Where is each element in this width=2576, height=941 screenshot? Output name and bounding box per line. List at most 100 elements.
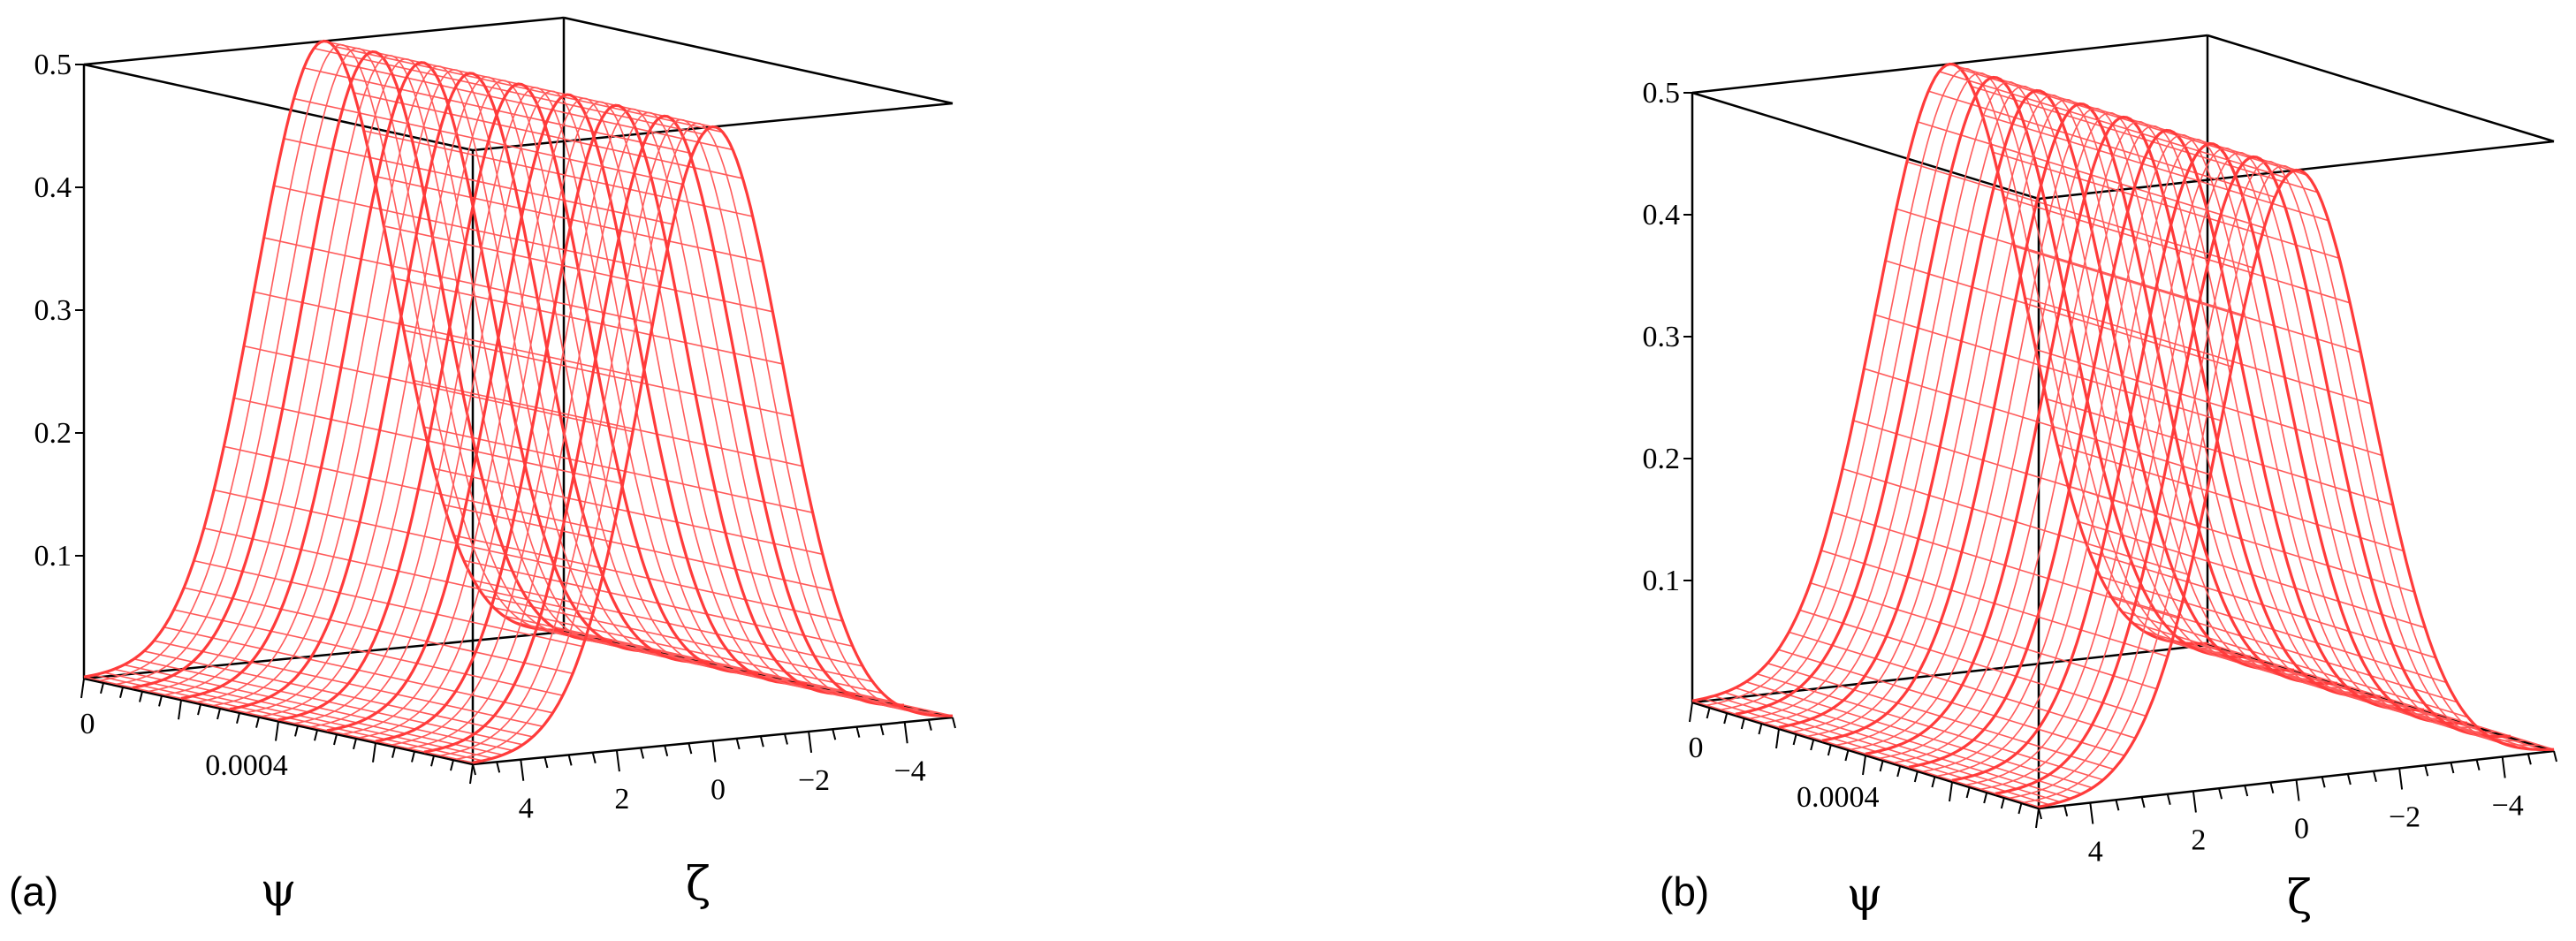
zeta-tick-mark (832, 729, 837, 740)
zeta-tick-label: −2 (2389, 801, 2420, 834)
psi-tick-mark (353, 738, 357, 750)
mesh-line-zeta (440, 118, 921, 756)
mesh-line-zeta (116, 47, 597, 686)
zeta-axis-label: ζ (2287, 871, 2312, 924)
zeta-tick-mark (2244, 785, 2249, 797)
zeta-tick-mark (615, 749, 620, 772)
zeta-tick-mark (567, 755, 573, 766)
mesh-line-zeta (375, 103, 856, 743)
bounding-box (82, 16, 954, 766)
mesh-line-zeta (148, 54, 629, 693)
psi-tick-mark (100, 682, 104, 694)
psi-axis: 0 0.0004 (1689, 702, 2040, 829)
zeta-tick-mark (2166, 793, 2171, 805)
mesh-line-zeta (2038, 168, 2555, 808)
psi-tick-label: 0.0004 (1797, 781, 1880, 814)
mesh-line-zeta (1706, 67, 2223, 706)
zeta-tick-mark (2475, 759, 2481, 770)
mesh-line-zeta (456, 122, 937, 760)
z-tick-label: 0.5 (1643, 77, 1681, 110)
zeta-tick-mark (2140, 796, 2146, 808)
psi-tick-mark (411, 751, 415, 763)
psi-tick-mark (80, 678, 85, 699)
mesh-line-zeta (326, 93, 808, 732)
psi-tick-mark (333, 733, 338, 746)
z-tick-label: 0.1 (1643, 565, 1681, 597)
psi-tick-mark (372, 742, 376, 763)
psi-tick-label: 0 (1689, 732, 1704, 764)
mesh-line-zeta (2024, 164, 2540, 803)
zeta-tick-mark (543, 756, 549, 769)
zeta-tick-label: 0 (710, 774, 726, 807)
zeta-tick-mark (855, 726, 861, 738)
mesh-line-zeta (310, 90, 791, 728)
surface-mesh (83, 39, 954, 764)
psi-tick-mark (1775, 728, 1780, 749)
psi-tick-mark (255, 717, 260, 728)
psi-tick-mark (275, 721, 279, 741)
psi-tick-mark (1949, 781, 1953, 802)
mesh-line-zeta (1937, 138, 2453, 777)
psi-tick-mark (119, 687, 124, 698)
z-tick-label: 0.3 (34, 294, 72, 327)
psi-tick-mark (1965, 786, 1971, 799)
zeta-tick-mark (2295, 779, 2300, 801)
zeta-tick-mark (2115, 800, 2120, 811)
panel-a: 0.1 0.2 0.3 0.4 0.5 0 0.0004 4 2 0 −2 −4 ψ ζ (a) (9, 16, 956, 917)
mesh-line-zeta (1850, 111, 2367, 750)
zeta-tick-mark (783, 733, 788, 745)
psi-tick-label: 0.0004 (205, 749, 288, 782)
mesh-line-zeta (229, 72, 710, 711)
zeta-tick-mark (903, 722, 908, 744)
z-tick-label: 0.1 (34, 540, 72, 573)
mesh-line-zeta (343, 97, 824, 735)
mesh-line-zeta (1908, 128, 2425, 769)
mesh-line-zeta (262, 80, 742, 717)
zeta-tick-mark (2346, 773, 2352, 785)
mesh-line-zeta (1865, 115, 2382, 755)
zeta-tick-label: −4 (2492, 790, 2524, 823)
zeta-tick-mark (2424, 765, 2429, 777)
psi-tick-mark (1862, 755, 1866, 776)
psi-tick-mark (178, 700, 182, 720)
zeta-tick-label: 4 (519, 793, 534, 825)
psi-tick-mark (139, 691, 143, 702)
mesh-line-zeta (1691, 62, 2208, 702)
zeta-tick-mark (2269, 782, 2275, 793)
zeta-tick-label: 0 (2294, 813, 2309, 846)
mesh-line-zeta (294, 87, 775, 725)
psi-axis-label: ψ (261, 864, 297, 917)
zeta-tick-mark (472, 763, 476, 776)
mesh-line-zeta (472, 125, 953, 764)
psi-tick-mark (2000, 797, 2005, 809)
psi-tick-mark (1758, 723, 1763, 735)
zeta-tick-mark (2192, 791, 2197, 813)
mesh-line-zeta (1778, 88, 2295, 729)
mesh-line-zeta (1894, 125, 2410, 763)
psi-tick-mark (391, 747, 396, 758)
psi-tick-label: 0 (80, 708, 95, 740)
zeta-tick-mark (808, 731, 813, 754)
zeta-axis-label: ζ (686, 858, 710, 911)
z-tick-label: 0.4 (1643, 199, 1681, 231)
psi-tick-mark (450, 759, 454, 771)
panel-label: (a) (9, 869, 58, 914)
mesh-line-zeta (1836, 107, 2352, 746)
mesh-line-zeta (1880, 120, 2396, 759)
psi-tick-mark (1844, 749, 1850, 762)
zeta-axis: 4 2 0 −2 −4 (472, 717, 956, 825)
zeta-tick-mark (2398, 768, 2404, 790)
psi-tick-mark (1983, 792, 1988, 804)
mesh-line-zeta (407, 111, 888, 749)
psi-tick-mark (197, 703, 201, 716)
psi-tick-mark (217, 708, 221, 720)
zeta-tick-mark (2321, 777, 2326, 788)
z-tick-label: 0.5 (34, 49, 72, 81)
psi-axis: 0 0.0004 (80, 678, 474, 785)
box-edge-bottom-back (83, 630, 565, 680)
zeta-tick-mark (2218, 788, 2223, 800)
mesh-line-zeta (213, 68, 694, 707)
mesh-line-zeta (164, 57, 645, 696)
zeta-tick-mark (2527, 754, 2532, 765)
zeta-tick-mark (735, 738, 741, 750)
